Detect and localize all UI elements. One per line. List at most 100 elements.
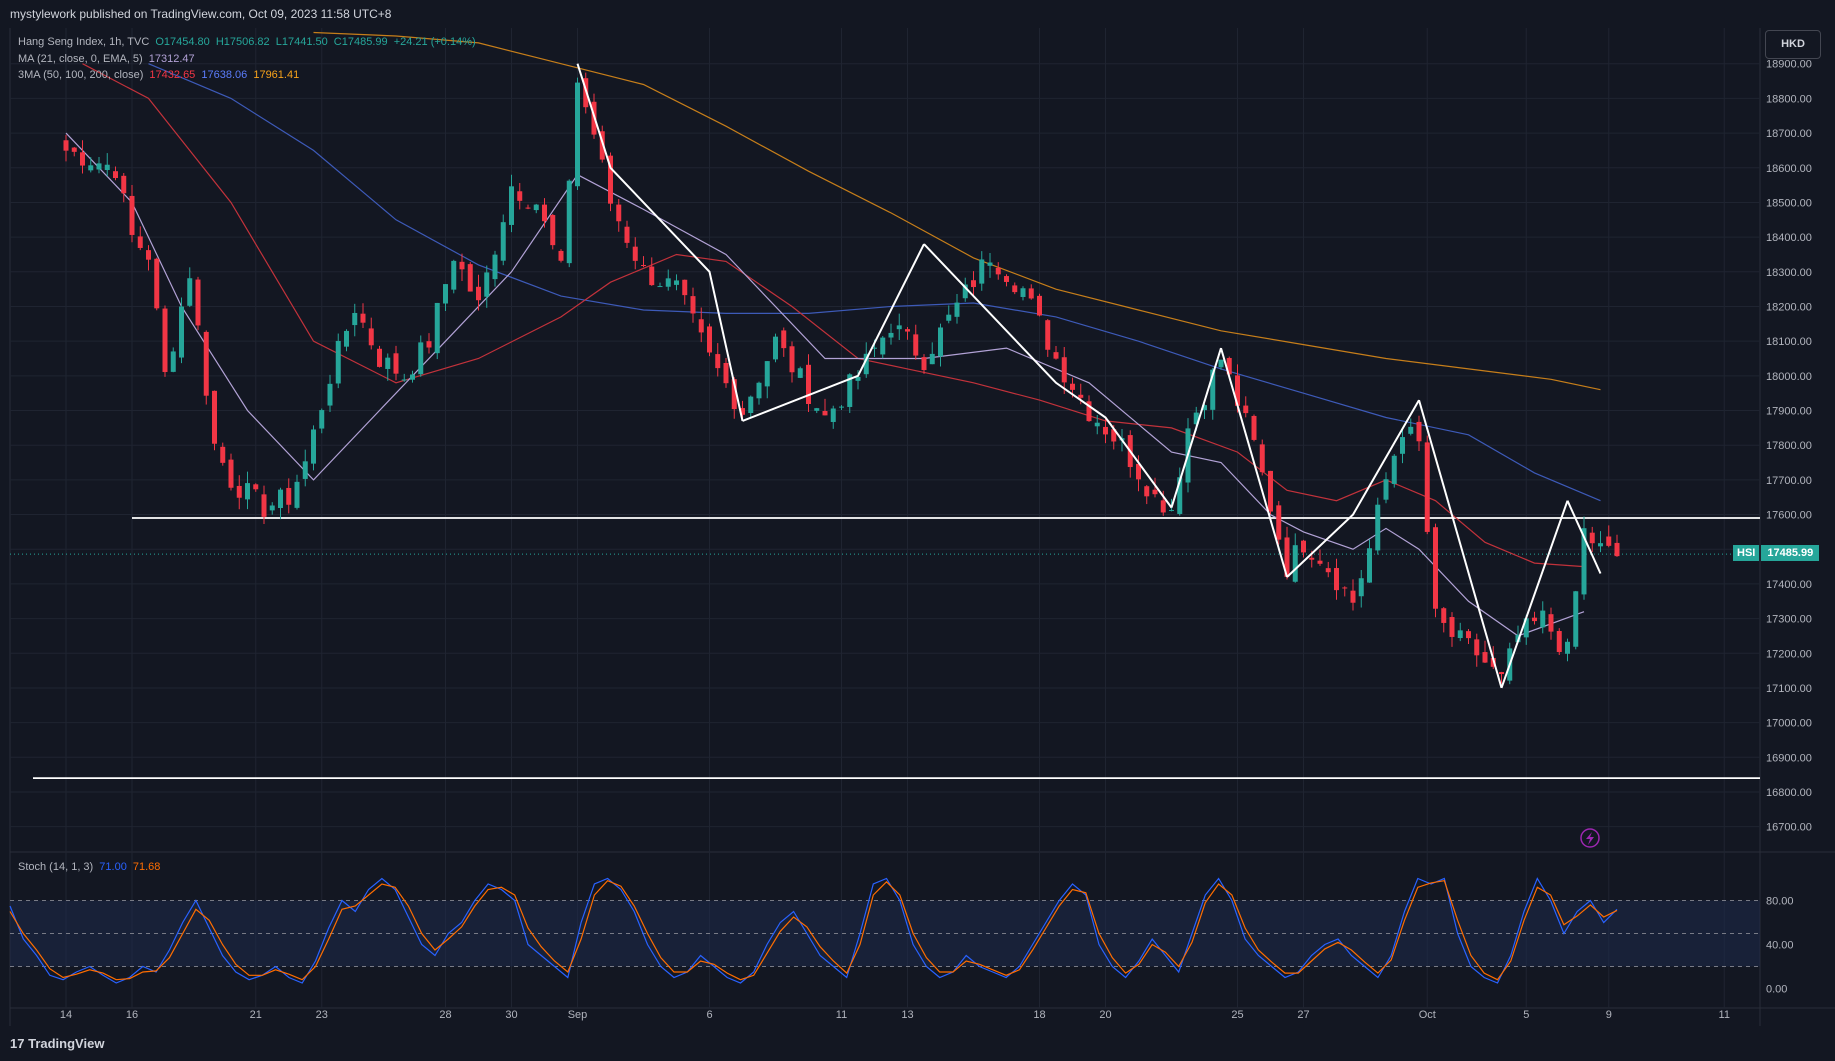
candle-body bbox=[1342, 587, 1348, 589]
candle-body bbox=[855, 376, 861, 381]
candle-body bbox=[1606, 536, 1612, 546]
candle-body bbox=[385, 357, 391, 369]
zigzag-trendline bbox=[1170, 347, 1222, 508]
candle-body bbox=[863, 353, 869, 375]
candle-body bbox=[1243, 405, 1249, 414]
tradingview-logo[interactable]: 17 TradingView bbox=[10, 1036, 104, 1051]
candle-body bbox=[434, 302, 440, 354]
candle-body bbox=[1614, 542, 1620, 557]
candle-body bbox=[1169, 509, 1174, 511]
candle-body bbox=[921, 357, 927, 371]
time-tick-label: 11 bbox=[836, 1009, 847, 1021]
lightning-icon[interactable] bbox=[1580, 828, 1600, 848]
zigzag-trendline bbox=[1418, 399, 1503, 689]
candle-body bbox=[335, 340, 341, 384]
candle-body bbox=[764, 361, 770, 387]
candle-body bbox=[542, 204, 547, 222]
time-tick-label: 5 bbox=[1523, 1009, 1529, 1021]
symbol-name: Hang Seng Index, 1h, TVC bbox=[18, 36, 150, 48]
legend-3ma[interactable]: 3MA (50, 100, 200, close) 17432.65 17638… bbox=[18, 69, 302, 81]
candle-body bbox=[393, 353, 399, 374]
time-tick-label: 14 bbox=[60, 1009, 72, 1021]
candle-body bbox=[1523, 618, 1529, 638]
candle-body bbox=[1325, 568, 1331, 573]
candle-body bbox=[1251, 415, 1257, 440]
legend-main[interactable]: Hang Seng Index, 1h, TVC O17454.80 H1750… bbox=[18, 36, 479, 48]
ma200-value: 17961.41 bbox=[253, 69, 300, 81]
candle-body bbox=[352, 312, 358, 326]
low-value: L17441.50 bbox=[275, 36, 328, 48]
candle-body bbox=[294, 481, 300, 508]
candle-body bbox=[137, 236, 143, 248]
top-bar: mystylework published on TradingView.com… bbox=[0, 0, 1835, 27]
candle-body bbox=[1499, 672, 1504, 675]
candle-body bbox=[830, 408, 836, 422]
candle-body bbox=[245, 483, 250, 500]
candle-body bbox=[104, 164, 110, 171]
price-tick-label: 18300.00 bbox=[1766, 267, 1812, 279]
candle-body bbox=[1078, 394, 1084, 398]
stoch-tick-label: 40.00 bbox=[1766, 940, 1794, 952]
candle-body bbox=[979, 259, 985, 284]
candle-body bbox=[1334, 568, 1339, 591]
candle-body bbox=[146, 250, 151, 260]
candle-body bbox=[286, 487, 292, 505]
candle-body bbox=[1391, 455, 1397, 484]
candle-body bbox=[88, 165, 94, 171]
candle-body bbox=[1441, 608, 1447, 623]
time-tick-label: Oct bbox=[1419, 1009, 1436, 1021]
candle-body bbox=[1284, 537, 1290, 577]
candle-body bbox=[195, 279, 201, 326]
ma-value: 17312.47 bbox=[148, 53, 195, 65]
candle-body bbox=[401, 379, 407, 381]
candle-body bbox=[715, 354, 721, 369]
candle-body bbox=[929, 353, 935, 365]
candle-body bbox=[443, 284, 448, 304]
time-axis[interactable]: 14 16 21 23 28 30 Sep 6 11 13 18 20 25 27 Oct 5 9 11 bbox=[60, 1009, 1730, 1021]
stoch-label: Stoch (14, 1, 3) bbox=[18, 861, 94, 873]
candle-body bbox=[261, 494, 267, 517]
candle-body bbox=[1309, 557, 1315, 560]
candle-body bbox=[789, 346, 795, 373]
candle-body bbox=[946, 314, 952, 321]
candle-body bbox=[682, 279, 688, 296]
price-tick-label: 16700.00 bbox=[1766, 822, 1812, 834]
candle-body bbox=[913, 334, 919, 356]
candle-body bbox=[311, 429, 316, 464]
candle-body bbox=[558, 250, 564, 261]
candle-body bbox=[154, 258, 160, 309]
candle-body bbox=[608, 155, 613, 204]
price-tick-label: 18500.00 bbox=[1766, 197, 1812, 209]
candle-body bbox=[1367, 548, 1372, 583]
candle-body bbox=[740, 408, 745, 415]
price-tick-label: 17600.00 bbox=[1766, 510, 1812, 522]
candle-body bbox=[377, 348, 382, 367]
candle-body bbox=[1449, 617, 1455, 637]
candle-body bbox=[1400, 437, 1405, 454]
candle-body bbox=[1556, 630, 1562, 653]
candle-body bbox=[707, 326, 712, 353]
candle-body bbox=[179, 306, 184, 358]
candle-body bbox=[1136, 463, 1141, 480]
candle-body bbox=[632, 246, 638, 261]
candle-body bbox=[971, 280, 976, 288]
candle-body bbox=[723, 363, 729, 384]
legend-stoch[interactable]: Stoch (14, 1, 3) 71.00 71.68 bbox=[18, 861, 163, 873]
stoch-tick-label: 80.00 bbox=[1766, 896, 1794, 908]
candle-body bbox=[187, 278, 193, 306]
candle-body bbox=[269, 505, 275, 511]
candle-body bbox=[773, 336, 778, 360]
price-axis[interactable]: 18900.00 18800.00 18700.00 18600.00 18500.00… bbox=[1766, 59, 1812, 834]
legend-ma[interactable]: MA (21, close, 0, EMA, 5) 17312.47 bbox=[18, 53, 198, 65]
currency-button[interactable]: HKD bbox=[1765, 30, 1821, 59]
candle-body bbox=[1589, 532, 1595, 544]
candle-body bbox=[1268, 470, 1273, 512]
candle-body bbox=[63, 140, 69, 151]
candle-body bbox=[170, 351, 176, 372]
candle-body bbox=[822, 410, 828, 416]
candle-body bbox=[121, 175, 127, 194]
time-tick-label: 30 bbox=[505, 1009, 517, 1021]
candle-body bbox=[368, 328, 374, 346]
